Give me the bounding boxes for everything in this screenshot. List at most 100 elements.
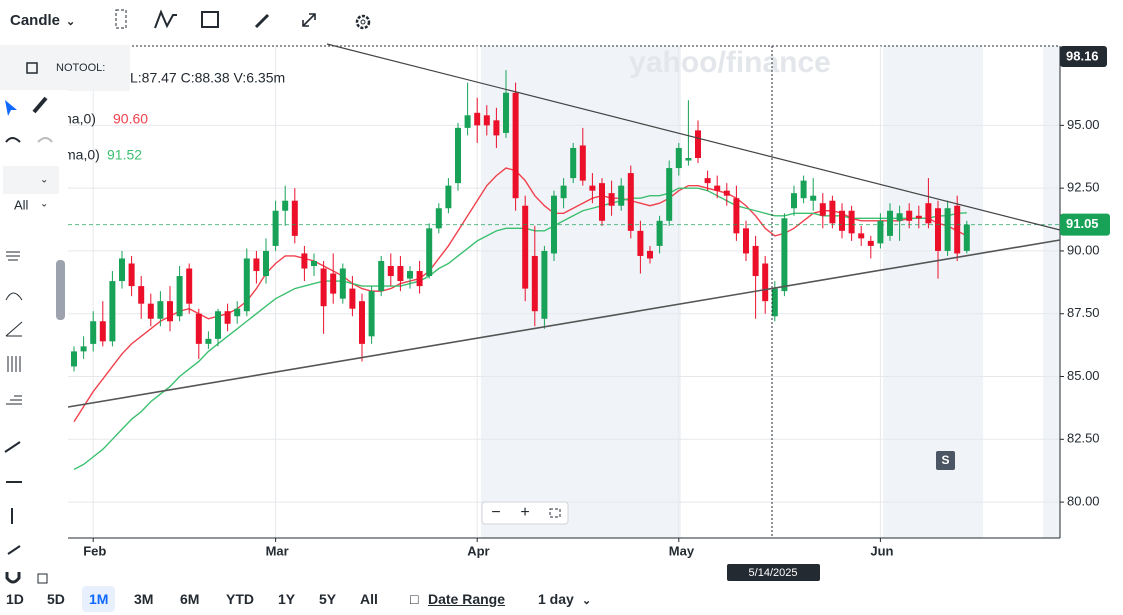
calendar-icon[interactable]: □ <box>410 591 419 607</box>
crosshair-label-box <box>727 564 820 581</box>
range-button[interactable]: 6M <box>180 591 200 607</box>
range-button[interactable]: YTD <box>226 591 254 607</box>
draw-icon[interactable] <box>254 13 270 29</box>
delete-tool[interactable] <box>37 573 48 584</box>
interval[interactable]: 1 day <box>538 591 574 607</box>
candle-body <box>647 250 653 259</box>
dropdown-arrow[interactable]: ⌄ <box>66 16 76 28</box>
candle-body <box>234 308 241 317</box>
time-zone-tool[interactable] <box>7 356 21 372</box>
range-button[interactable]: 3M <box>134 591 154 607</box>
undo[interactable] <box>5 137 21 143</box>
events-icon[interactable] <box>201 11 219 28</box>
redo[interactable] <box>37 137 53 143</box>
candle-body <box>90 321 97 344</box>
x-tick-label: Feb <box>83 543 106 558</box>
candle-body <box>579 145 586 181</box>
settings-icon[interactable] <box>354 13 372 31</box>
indicator-icon[interactable] <box>154 9 177 29</box>
popout-icon[interactable] <box>26 61 40 75</box>
candle-body <box>186 268 193 304</box>
candle-body <box>954 205 961 254</box>
range-button[interactable]: 5D <box>47 591 65 607</box>
candle-body <box>330 273 337 294</box>
date-range[interactable]: Date Range <box>428 591 506 607</box>
range-bar: □ Date Range 1 day ⌄ 1D 5D 1M 3M 6M YTD 1Y 5Y Al… <box>0 582 1123 615</box>
filter-arrow[interactable]: ⌄ <box>40 199 48 210</box>
tool-select[interactable] <box>3 166 59 194</box>
candle-body <box>339 268 346 299</box>
chart-style[interactable]: Candle <box>10 12 61 29</box>
arc-tool[interactable] <box>5 292 23 301</box>
y-tick-label: 95.00 <box>1067 117 1100 132</box>
candle-body <box>618 185 625 206</box>
compare-icon[interactable] <box>115 9 127 29</box>
y-tick-label: 90.00 <box>1067 242 1100 257</box>
ray-tool[interactable] <box>7 545 21 555</box>
candle-body <box>541 250 548 319</box>
candle-body <box>695 130 701 159</box>
projection-tool[interactable] <box>6 395 22 405</box>
candle-body <box>752 245 759 277</box>
candle-body <box>291 200 298 236</box>
candle-body <box>867 240 874 246</box>
candle-body <box>311 260 317 267</box>
zoom-in[interactable]: + <box>520 504 529 521</box>
range-button[interactable]: 1D <box>6 591 24 607</box>
candle-body <box>714 185 721 191</box>
candle-body <box>272 210 279 246</box>
fib-tool[interactable] <box>6 251 20 261</box>
candle-body <box>771 288 778 317</box>
candle-body <box>474 112 481 126</box>
range-button[interactable]: 5Y <box>319 591 337 607</box>
candle-body <box>733 198 740 234</box>
event-marker-label[interactable]: S <box>941 453 949 467</box>
candle-body <box>80 346 87 352</box>
line-tool[interactable] <box>4 441 21 453</box>
magnet-tool[interactable] <box>5 572 21 584</box>
range-button[interactable]: 1Y <box>278 591 296 607</box>
zoom-out[interactable]: − <box>491 504 500 521</box>
candle-body <box>608 193 615 206</box>
candle-body <box>253 258 260 272</box>
candle-body <box>743 228 749 254</box>
tool-select-arrow[interactable]: ⌄ <box>40 175 48 186</box>
candle-body <box>666 168 673 221</box>
background <box>481 46 1060 538</box>
fullscreen[interactable] <box>549 508 561 518</box>
candle-body <box>906 210 913 221</box>
candle-body <box>157 301 164 319</box>
candle-body <box>195 313 202 344</box>
event-marker[interactable] <box>936 451 955 470</box>
candle-body <box>848 210 855 234</box>
candle-body <box>944 208 951 251</box>
candle-body <box>896 213 903 221</box>
candle-body <box>935 208 941 251</box>
candle-body <box>810 195 817 201</box>
measure-tool[interactable] <box>32 96 48 114</box>
fan-tool[interactable] <box>5 321 23 337</box>
filter[interactable]: All <box>14 197 29 212</box>
candle-body <box>407 271 413 279</box>
candle-body <box>531 255 538 312</box>
range-button[interactable]: All <box>360 591 378 607</box>
candle-body <box>723 190 730 196</box>
candle-body <box>963 224 970 251</box>
expand-icon[interactable] <box>302 13 316 27</box>
cursor-tool[interactable] <box>5 100 17 116</box>
x-tick-label: May <box>669 543 695 558</box>
candle-body <box>762 263 769 302</box>
tool-panel: NOTOOL: <box>0 45 130 91</box>
scrollbar[interactable] <box>56 260 65 320</box>
candle-body <box>877 220 884 244</box>
watermark: yahoo/finance <box>629 46 831 79</box>
y-tick-label: 80.00 <box>1067 494 1100 509</box>
candle-body <box>483 115 490 126</box>
candle-body <box>416 271 423 287</box>
zoom-control[interactable] <box>481 501 569 525</box>
candle-body <box>800 180 807 199</box>
interval-arrow[interactable]: ⌄ <box>582 595 592 607</box>
candle-body <box>71 351 77 367</box>
range-button[interactable]: 1M <box>82 586 116 612</box>
high-tag-label: 98.16 <box>1066 48 1099 63</box>
